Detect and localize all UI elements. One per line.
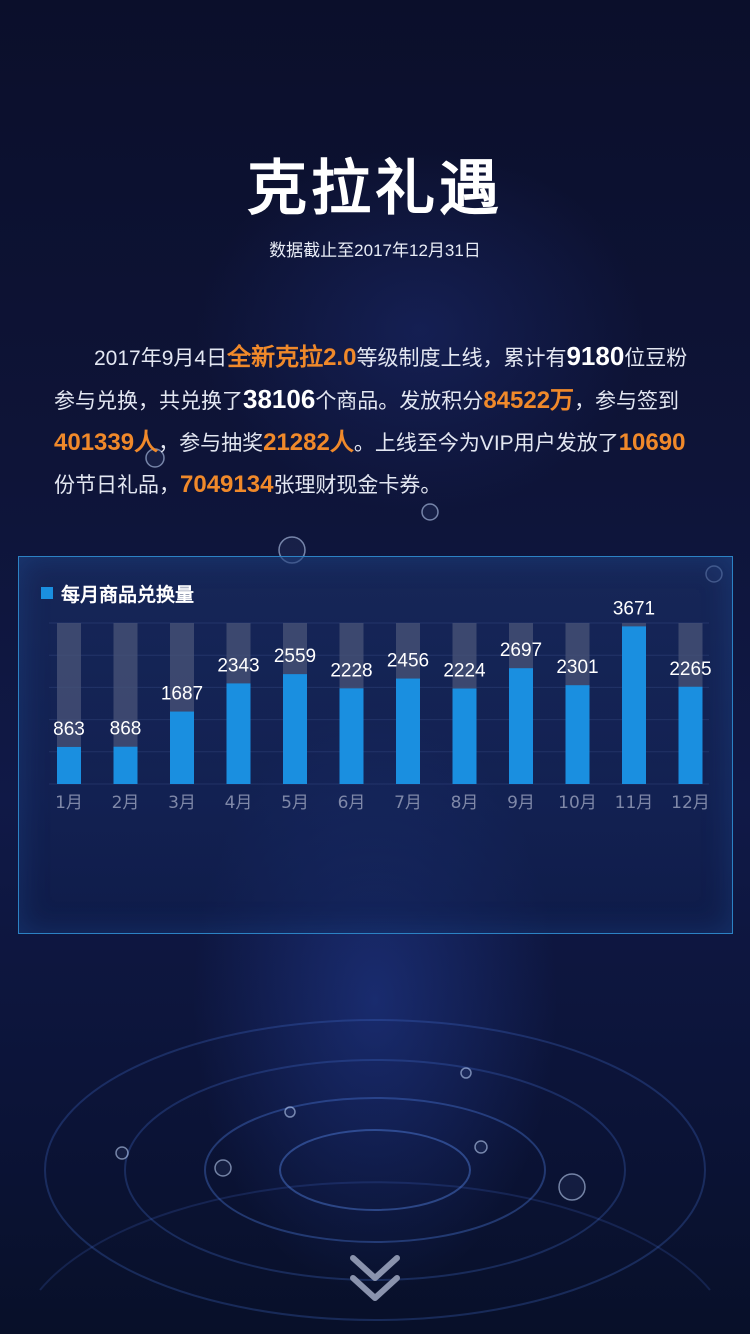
intro-text: 2017年9月4日 — [94, 347, 228, 370]
bar-chart-plot: 863 1月 868 2月 1687 3月 2343 4月 2559 5月 2228 6月 2456 7月… — [49, 598, 712, 813]
bar — [622, 626, 646, 784]
x-tick-label: 6月 — [338, 793, 366, 813]
intro-highlight: 7049134 — [180, 471, 274, 498]
data-label: 2301 — [556, 657, 598, 678]
data-label: 2265 — [669, 659, 711, 680]
intro-text: 张理财现金卡券。 — [273, 474, 442, 497]
intro-paragraph: 2017年9月4日全新克拉2.0等级制度上线，累计有9180位豆粉参与兑换，共兑… — [54, 336, 704, 506]
x-tick-label: 1月 — [55, 793, 83, 813]
intro-highlight: 全新克拉2.0 — [227, 344, 357, 371]
intro-text: 位豆粉参与兑换，共兑换了 — [54, 347, 688, 413]
intro-text: ，参与签到 — [574, 390, 680, 413]
x-tick-label: 11月 — [615, 793, 654, 813]
data-label: 868 — [110, 719, 142, 740]
x-tick-label: 12月 — [671, 793, 710, 813]
monthly-exchange-chart: 每月商品兑换量 863 1月 868 2月 1687 3月 2343 4月 2559 5月 2228… — [18, 556, 733, 934]
bar — [565, 685, 590, 784]
page-title: 克拉礼遇 — [247, 154, 503, 224]
x-tick-label: 8月 — [451, 793, 479, 813]
data-label: 1687 — [161, 684, 203, 705]
page-subtitle: 数据截止至2017年12月31日 — [269, 241, 481, 260]
bar — [509, 668, 533, 784]
intro-highlight: 401339人 — [54, 429, 159, 456]
data-label: 2343 — [217, 655, 259, 676]
bar — [452, 688, 477, 784]
data-label: 2697 — [500, 640, 542, 661]
x-tick-label: 10月 — [558, 793, 597, 813]
intro-text: 个商品。发放积分 — [315, 390, 484, 413]
intro-highlight: 84522万 — [483, 387, 575, 414]
data-label: 863 — [53, 719, 85, 740]
data-label: 2224 — [443, 661, 486, 682]
intro-highlight: 10690 — [618, 429, 686, 456]
x-tick-label: 4月 — [225, 793, 253, 813]
legend-label: 每月商品兑换量 — [61, 584, 195, 606]
x-tick-label: 3月 — [168, 793, 196, 813]
intro-text: ，参与抽奖 — [158, 432, 264, 455]
chart-legend: 每月商品兑换量 — [41, 581, 195, 606]
intro-highlight: 21282人 — [263, 429, 354, 456]
bar — [283, 674, 307, 784]
bar — [339, 688, 364, 784]
intro-text: 。上线至今为VIP用户发放了 — [353, 432, 619, 455]
double-chevron-down-icon[interactable] — [345, 1252, 405, 1308]
x-tick-label: 2月 — [112, 793, 140, 813]
data-label: 2228 — [330, 660, 372, 681]
bar — [170, 711, 194, 784]
data-label: 2456 — [387, 651, 429, 672]
legend-swatch — [41, 587, 53, 599]
bar — [57, 746, 81, 784]
data-label: 2559 — [274, 646, 316, 667]
bar — [678, 686, 703, 784]
bar — [396, 678, 420, 784]
intro-text: 份节日礼品， — [54, 474, 180, 497]
x-tick-label: 5月 — [281, 793, 309, 813]
bar — [226, 683, 251, 784]
data-label: 3671 — [613, 598, 655, 619]
intro-number: 9180 — [566, 341, 625, 371]
x-tick-label: 9月 — [507, 793, 535, 813]
intro-text: 等级制度上线，累计有 — [356, 347, 567, 370]
intro-number: 38106 — [243, 384, 316, 414]
bar — [113, 746, 138, 784]
x-tick-label: 7月 — [394, 793, 422, 813]
